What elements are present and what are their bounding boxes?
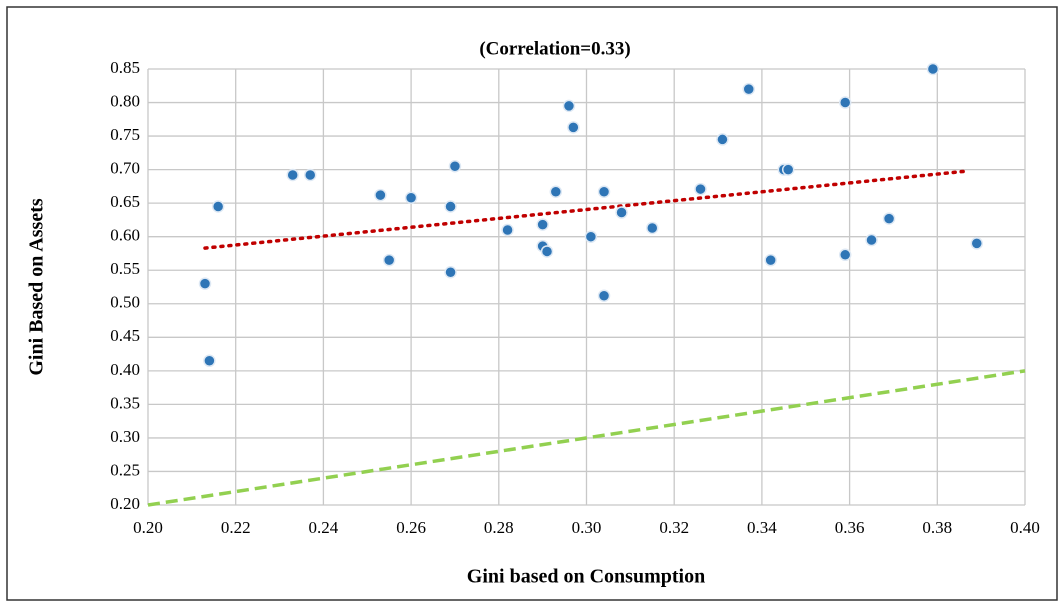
- point: [211, 200, 225, 213]
- point: [838, 248, 852, 262]
- point: [536, 218, 549, 231]
- point: [303, 168, 317, 182]
- x-axis-title: Gini based on Consumption: [467, 566, 705, 588]
- y-tick-label: 0.20: [110, 494, 140, 513]
- x-tick-label: 0.36: [835, 518, 865, 537]
- point: [742, 82, 755, 96]
- y-tick-label: 0.85: [110, 58, 140, 77]
- point: [597, 289, 611, 302]
- point: [286, 168, 299, 182]
- point: [198, 277, 212, 290]
- y-tick-label: 0.35: [110, 393, 140, 412]
- y-tick-label: 0.45: [110, 326, 140, 345]
- point: [203, 354, 216, 368]
- y-tick-label: 0.55: [110, 259, 140, 278]
- point: [764, 253, 777, 267]
- point: [646, 221, 659, 235]
- x-tick-label: 0.24: [309, 518, 339, 537]
- y-tick-label: 0.40: [110, 360, 140, 379]
- point: [865, 233, 878, 247]
- y-tick-label: 0.80: [110, 91, 140, 110]
- x-tick-label: 0.34: [747, 518, 777, 537]
- y-axis-title: Gini Based on Assets: [26, 198, 48, 375]
- reference-line: [147, 369, 1026, 507]
- y-tick-label: 0.75: [110, 125, 140, 144]
- point: [444, 265, 457, 279]
- point: [448, 160, 462, 173]
- point: [374, 188, 387, 202]
- point: [404, 191, 418, 205]
- point: [549, 185, 563, 199]
- point: [584, 230, 598, 243]
- x-tick-label: 0.32: [659, 518, 689, 537]
- point: [382, 253, 396, 267]
- y-tick-label: 0.30: [110, 427, 140, 446]
- point: [444, 200, 457, 213]
- chart-title: (Correlation=0.33): [479, 38, 630, 59]
- x-tick-label: 0.26: [396, 518, 426, 537]
- point: [501, 223, 514, 237]
- y-tick-label: 0.25: [110, 460, 140, 479]
- point: [970, 237, 984, 250]
- point: [781, 163, 795, 176]
- point: [838, 96, 852, 109]
- point: [567, 121, 580, 134]
- point: [540, 245, 554, 258]
- reference-line: [203, 169, 970, 250]
- point: [615, 206, 628, 219]
- y-tick-label: 0.65: [110, 192, 140, 211]
- point: [694, 182, 707, 196]
- x-tick-label: 0.22: [221, 518, 251, 537]
- point: [597, 185, 611, 199]
- y-tick-label: 0.70: [110, 159, 140, 178]
- x-tick-label: 0.20: [133, 518, 163, 537]
- point: [562, 99, 576, 113]
- point: [882, 212, 896, 225]
- y-tick-label: 0.60: [110, 226, 140, 245]
- x-tick-label: 0.40: [1010, 518, 1040, 537]
- x-tick-label: 0.28: [484, 518, 514, 537]
- x-tick-label: 0.38: [922, 518, 952, 537]
- point: [716, 133, 729, 146]
- x-tick-label: 0.30: [572, 518, 602, 537]
- point: [926, 62, 940, 76]
- y-tick-label: 0.50: [110, 293, 140, 312]
